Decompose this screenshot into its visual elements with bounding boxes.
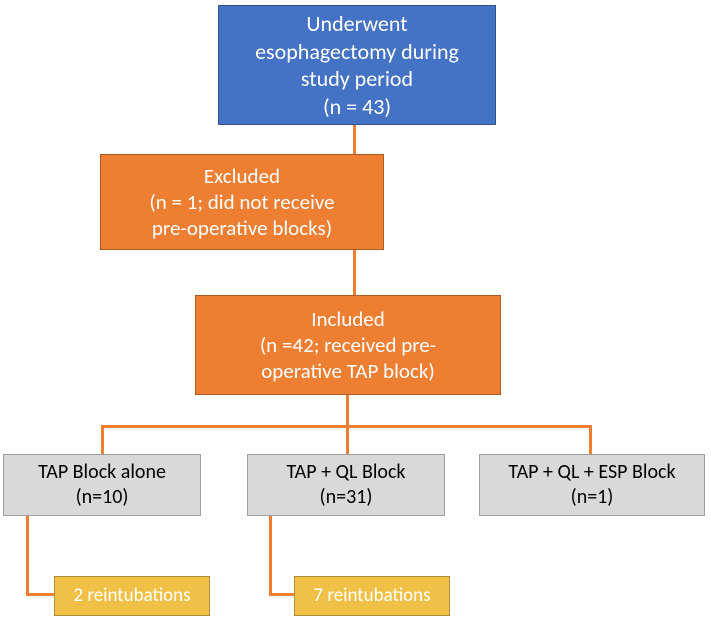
node-top-line4: (n = 43): [323, 93, 391, 120]
node-right-line2: (n=1): [571, 485, 614, 509]
node-included-line3: operative TAP block): [261, 358, 435, 384]
node-included: Included (n =42; received pre- operative…: [195, 295, 501, 395]
connector-mid-reint-h: [269, 593, 294, 596]
node-excluded-line1: Excluded: [204, 163, 280, 189]
node-reint-left: 2 reintubations: [54, 576, 210, 616]
node-mid-line1: TAP + QL Block: [286, 460, 405, 484]
node-excluded: Excluded (n = 1; did not receive pre-ope…: [100, 154, 384, 250]
node-right-line1: TAP + QL + ESP Block: [508, 460, 675, 484]
node-tap-ql: TAP + QL Block (n=31): [247, 454, 445, 516]
node-mid-line2: (n=31): [320, 485, 373, 509]
node-reint-mid: 7 reintubations: [294, 576, 450, 616]
node-left-line2: (n=10): [76, 485, 129, 509]
node-top: Underwent esophagectomy during study per…: [218, 5, 496, 125]
connector-left-reint-h: [26, 593, 54, 596]
node-tap-ql-esp: TAP + QL + ESP Block (n=1): [479, 454, 705, 516]
connector-to-mid: [346, 425, 349, 454]
node-excluded-line3: pre-operative blocks): [152, 215, 332, 241]
node-top-line1: Underwent: [306, 10, 407, 37]
connector-mid-reint-v: [269, 516, 272, 596]
node-reint-left-text: 2 reintubations: [73, 584, 190, 608]
connector-to-left: [101, 425, 104, 454]
node-left-line1: TAP Block alone: [38, 460, 166, 484]
connector-to-right: [589, 425, 592, 454]
node-included-line2: (n =42; received pre-: [260, 332, 436, 358]
node-top-line2: esophagectomy during: [255, 38, 459, 65]
node-tap-alone: TAP Block alone (n=10): [3, 454, 201, 516]
node-included-line1: Included: [311, 306, 385, 332]
node-excluded-line2: (n = 1; did not receive: [149, 189, 334, 215]
connector-left-reint-v: [26, 516, 29, 596]
node-reint-mid-text: 7 reintubations: [313, 584, 430, 608]
node-top-line3: study period: [301, 65, 413, 92]
connector-included-stub: [346, 395, 349, 425]
